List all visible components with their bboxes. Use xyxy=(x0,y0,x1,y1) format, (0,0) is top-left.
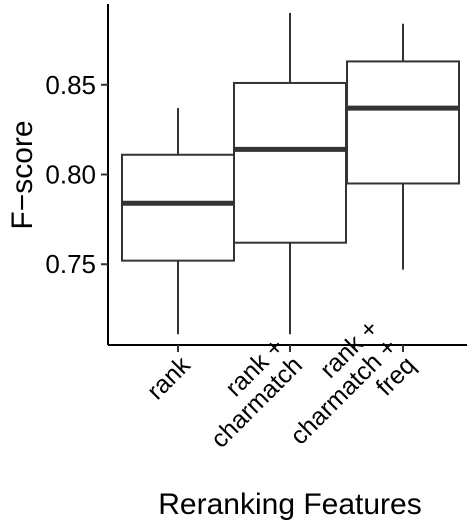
box-group xyxy=(121,108,235,335)
y-tick-label: 0.75 xyxy=(45,249,96,279)
y-axis-title: F−score xyxy=(6,120,39,229)
box-iqr-rect xyxy=(233,81,347,244)
x-category-label: rank +charmatch +freq xyxy=(267,314,421,468)
box-iqr-rect xyxy=(346,60,460,185)
x-category-label-line: rank xyxy=(142,351,197,406)
x-category-label: rank xyxy=(142,351,197,406)
plot-area xyxy=(121,12,460,335)
box-iqr-rect xyxy=(121,153,235,262)
x-axis-title: Reranking Features xyxy=(158,488,421,521)
box-group xyxy=(346,23,460,270)
y-tick-label: 0.85 xyxy=(45,70,96,100)
y-tick-label: 0.80 xyxy=(45,160,96,190)
box-group xyxy=(233,12,347,335)
